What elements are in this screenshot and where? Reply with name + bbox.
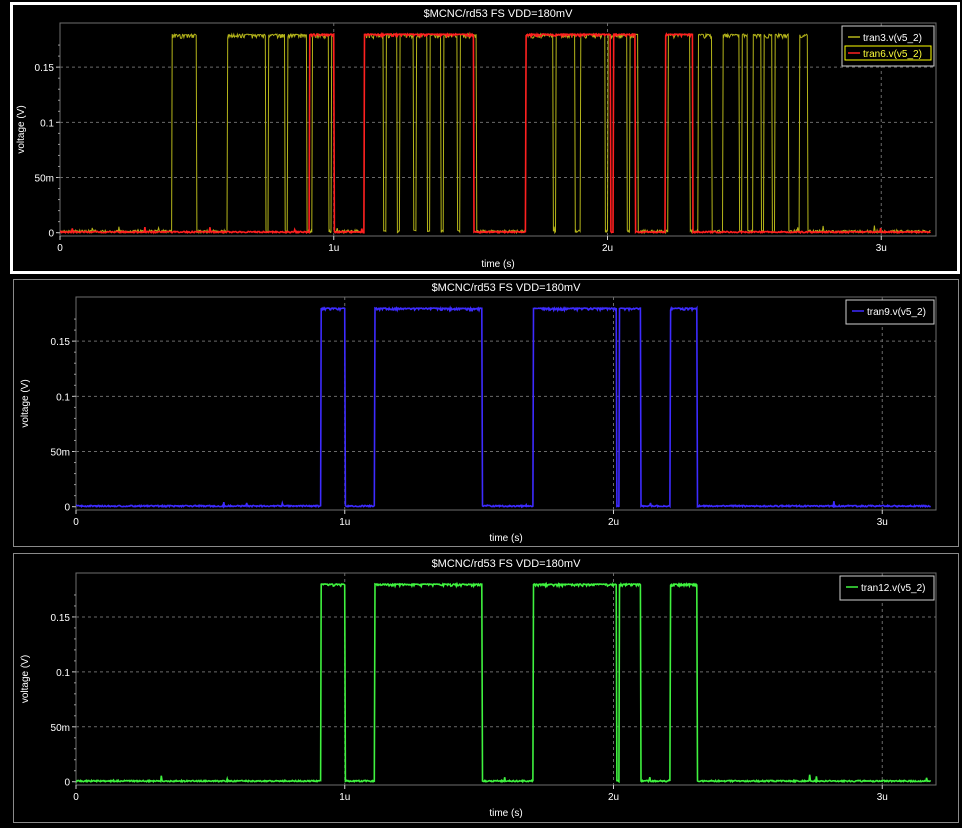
y-tick-label: 0 bbox=[64, 503, 70, 514]
y-axis-label: voltage (V) bbox=[20, 379, 31, 427]
legend: tran9.v(v5_2) bbox=[845, 299, 935, 325]
plot-area bbox=[59, 22, 937, 237]
x-axis-label: time (s) bbox=[489, 533, 522, 544]
y-tick-label: 0 bbox=[48, 229, 54, 240]
y-tick-label: 50m bbox=[51, 448, 70, 459]
plot-panel-1[interactable]: $MCNC/rd53 FS VDD=180mV 0 50m 0.1 0.15 0 1u 2u 3… bbox=[10, 2, 960, 274]
x-tick-label: 1u bbox=[328, 243, 339, 254]
legend: tran12.v(v5_2) bbox=[839, 575, 935, 601]
legend-entry[interactable]: tran9.v(v5_2) bbox=[867, 307, 926, 318]
legend-box bbox=[839, 575, 935, 601]
y-tick-label: 50m bbox=[35, 174, 54, 185]
x-tick-label: 1u bbox=[339, 517, 350, 528]
legend-selection bbox=[844, 45, 932, 61]
plot-area bbox=[75, 572, 937, 786]
y-axis-label: voltage (V) bbox=[20, 655, 31, 703]
y-tick-label: 0.1 bbox=[40, 118, 54, 129]
plot-panel-3[interactable]: $MCNC/rd53 FS VDD=180mV 0 50m 0.1 0.15 0 1u 2u 3… bbox=[13, 553, 959, 823]
x-axis-label: time (s) bbox=[481, 259, 514, 270]
x-axis-label: time (s) bbox=[489, 808, 522, 819]
y-tick-label: 0 bbox=[64, 778, 70, 789]
x-tick-label: 2u bbox=[608, 792, 619, 803]
legend-entry[interactable]: tran3.v(v5_2) bbox=[863, 33, 922, 44]
legend-box bbox=[845, 299, 935, 325]
plot-area bbox=[75, 296, 937, 511]
waveform-plot-2[interactable]: $MCNC/rd53 FS VDD=180mV 0 50m 0.1 0.15 0 1u 2u 3… bbox=[14, 280, 960, 548]
series-line bbox=[76, 581, 932, 784]
x-tick-label: 2u bbox=[602, 243, 613, 254]
chart-title: $MCNC/rd53 FS VDD=180mV bbox=[424, 8, 574, 20]
y-tick-label: 0.1 bbox=[56, 392, 70, 403]
x-tick-label: 0 bbox=[73, 792, 79, 803]
waveform-plot-3[interactable]: $MCNC/rd53 FS VDD=180mV 0 50m 0.1 0.15 0 1u 2u 3… bbox=[14, 554, 960, 824]
x-tick-label: 0 bbox=[57, 243, 63, 254]
series-line bbox=[76, 305, 932, 509]
x-tick-label: 1u bbox=[339, 792, 350, 803]
x-tick-label: 3u bbox=[877, 517, 888, 528]
plot-panel-2[interactable]: $MCNC/rd53 FS VDD=180mV 0 50m 0.1 0.15 0 1u 2u 3… bbox=[13, 279, 959, 547]
y-tick-label: 0.15 bbox=[35, 63, 55, 74]
legend-entry[interactable]: tran6.v(v5_2) bbox=[863, 49, 922, 60]
y-tick-label: 50m bbox=[51, 723, 70, 734]
waveform-plot-1[interactable]: $MCNC/rd53 FS VDD=180mV 0 50m 0.1 0.15 0 1u 2u 3… bbox=[10, 2, 960, 274]
y-axis-label: voltage (V) bbox=[16, 105, 27, 153]
legend-entry[interactable]: tran12.v(v5_2) bbox=[861, 583, 925, 594]
x-tick-label: 3u bbox=[876, 243, 887, 254]
y-tick-label: 0.1 bbox=[56, 668, 70, 679]
x-tick-label: 2u bbox=[608, 517, 619, 528]
series-line bbox=[60, 31, 931, 235]
x-tick-label: 3u bbox=[877, 792, 888, 803]
x-tick-label: 0 bbox=[73, 517, 79, 528]
legend: tran3.v(v5_2) tran6.v(v5_2) bbox=[841, 25, 935, 67]
chart-title: $MCNC/rd53 FS VDD=180mV bbox=[432, 558, 582, 570]
y-tick-label: 0.15 bbox=[51, 337, 71, 348]
chart-title: $MCNC/rd53 FS VDD=180mV bbox=[432, 282, 582, 294]
y-tick-label: 0.15 bbox=[51, 613, 71, 624]
